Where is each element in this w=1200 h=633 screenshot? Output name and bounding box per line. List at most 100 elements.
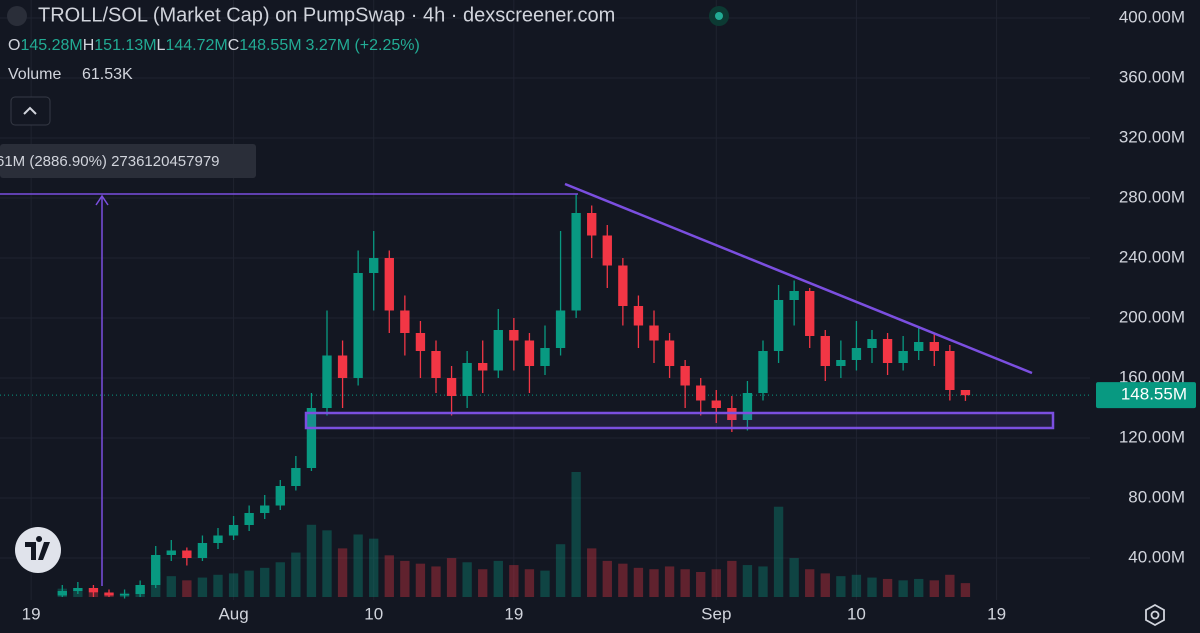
volume-bar	[898, 580, 908, 597]
candle-body	[571, 213, 581, 311]
volume-bar	[945, 574, 955, 597]
candle-body	[742, 393, 753, 420]
volume-label: Volume	[8, 66, 61, 83]
y-tick-label: 40.00M	[1128, 547, 1185, 566]
volume-bar	[836, 576, 846, 597]
candle-body	[182, 550, 192, 558]
candle-body	[369, 258, 379, 273]
volume-bar	[540, 570, 550, 597]
volume-bar	[337, 548, 348, 597]
ohlc-line: O145.28MH151.13ML144.72MC148.55M 3.27M (+…	[8, 37, 420, 54]
candle-body	[945, 351, 955, 390]
candle-body	[197, 543, 208, 558]
volume-bar	[524, 569, 535, 597]
support-zone	[304, 411, 1055, 430]
volume-bar	[431, 566, 441, 597]
volume-bar	[493, 560, 503, 597]
volume-bar	[306, 524, 317, 597]
volume-bar	[680, 569, 690, 597]
volume-bar	[260, 567, 270, 597]
collapse-button[interactable]	[10, 96, 51, 126]
candle-body	[353, 273, 363, 378]
volume-bar	[742, 565, 753, 597]
volume-bar	[571, 472, 581, 597]
x-tick-label: 10	[364, 604, 383, 623]
ohlc-key: O	[8, 37, 20, 54]
status-dot	[715, 12, 723, 20]
candle-body	[431, 351, 441, 378]
volume-bar	[820, 573, 830, 597]
candle-body	[836, 360, 846, 366]
volume-layer	[57, 472, 971, 597]
candle-body	[789, 291, 799, 300]
candle-body	[555, 310, 566, 348]
volume-value: 61.53K	[82, 66, 133, 83]
candle-body	[540, 348, 550, 366]
volume-bar	[197, 577, 208, 597]
candle-body	[260, 505, 270, 513]
candle-body	[602, 235, 612, 266]
candle-body	[867, 339, 877, 348]
candle-body	[820, 336, 830, 366]
axis-layer: 40.00M 80.00M 120.00M 160.00M 200.00M 240.00M…	[22, 7, 1196, 623]
x-tick-label: 19	[22, 604, 41, 623]
settings-icon[interactable]	[1145, 603, 1165, 627]
volume-bar	[851, 574, 862, 597]
volume-bar	[244, 570, 254, 597]
volume-bar	[602, 560, 612, 597]
ohlc-key: C	[228, 37, 240, 54]
settings-center	[1150, 610, 1160, 620]
volume-bar	[587, 548, 597, 597]
volume-bar	[773, 506, 784, 597]
candle-body	[244, 513, 254, 525]
candle-body	[213, 535, 223, 543]
arrow-head	[95, 194, 109, 206]
y-tick-label: 400.00M	[1119, 7, 1185, 26]
volume-bar	[509, 565, 519, 597]
ohlc-value: 144.72M	[165, 37, 227, 54]
volume-bar	[322, 530, 332, 597]
candle-body	[493, 330, 503, 371]
candle-body	[960, 390, 971, 396]
volume-bar	[291, 552, 301, 597]
y-tick-label: 160.00M	[1119, 367, 1185, 386]
candle-body	[88, 588, 99, 593]
candle-body	[337, 355, 348, 378]
candle-body	[384, 258, 394, 311]
drawings	[0, 182, 1055, 586]
candle-body	[524, 340, 535, 366]
candle-body	[882, 339, 893, 363]
candle-body	[680, 366, 690, 386]
volume-bar	[213, 574, 223, 597]
candle-body	[509, 330, 519, 341]
volume-bar	[462, 562, 472, 597]
collapse-icon	[23, 106, 37, 115]
volume-bar	[415, 563, 426, 597]
candle-body	[322, 355, 332, 408]
last-price-box	[1096, 382, 1196, 409]
candle-body	[711, 400, 721, 408]
volume-bar	[633, 567, 644, 597]
candle-body	[291, 468, 301, 486]
volume-bar	[478, 569, 488, 597]
candle-body	[618, 265, 628, 306]
volume-bar	[166, 576, 176, 597]
volume-bar	[275, 562, 285, 597]
tv-logo[interactable]	[15, 527, 61, 573]
y-tick-label: 240.00M	[1119, 247, 1185, 266]
settings-hex	[1145, 603, 1165, 627]
volume-bar	[960, 583, 971, 597]
volume-bar	[618, 563, 628, 597]
volume-bar	[805, 569, 815, 597]
volume-bar	[400, 560, 410, 597]
candle-body	[914, 342, 924, 351]
y-tick-label: 280.00M	[1119, 187, 1185, 206]
candle-body	[135, 585, 145, 594]
y-tick-label: 80.00M	[1128, 487, 1185, 506]
volume-bar	[182, 580, 192, 597]
volume-bar	[711, 569, 721, 597]
candle-body	[587, 213, 597, 236]
volume-bar	[369, 538, 379, 597]
last-price-label: 148.55M	[1121, 385, 1187, 404]
y-tick-label: 120.00M	[1119, 427, 1185, 446]
